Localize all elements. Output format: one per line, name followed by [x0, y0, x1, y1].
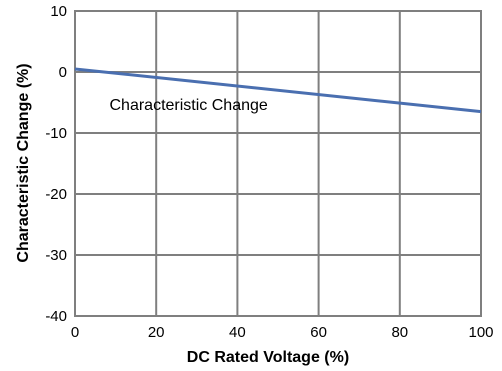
y-tick-label: -10	[45, 125, 67, 142]
annotations: Characteristic Change	[110, 97, 268, 114]
y-tick-label: -30	[45, 247, 67, 264]
x-tick-label: 80	[391, 324, 408, 341]
x-tick-label: 60	[310, 324, 327, 341]
grid	[74, 10, 482, 317]
x-tick-label: 100	[468, 324, 493, 341]
x-tick-label: 20	[148, 324, 165, 341]
x-axis-title: DC Rated Voltage (%)	[187, 349, 349, 366]
y-tick-label: -40	[45, 308, 67, 325]
series-annotation-label: Characteristic Change	[110, 97, 268, 114]
x-tick-label: 40	[229, 324, 246, 341]
series-layer	[74, 67, 482, 114]
plot-frame	[74, 10, 482, 317]
series-line	[74, 67, 482, 114]
y-tick-label: 10	[50, 3, 67, 20]
y-tick-label: 0	[59, 64, 67, 81]
y-axis-title: Characteristic Change (%)	[15, 63, 32, 262]
y-tick-label: -20	[45, 186, 67, 203]
x-tick-label: 0	[71, 324, 79, 341]
